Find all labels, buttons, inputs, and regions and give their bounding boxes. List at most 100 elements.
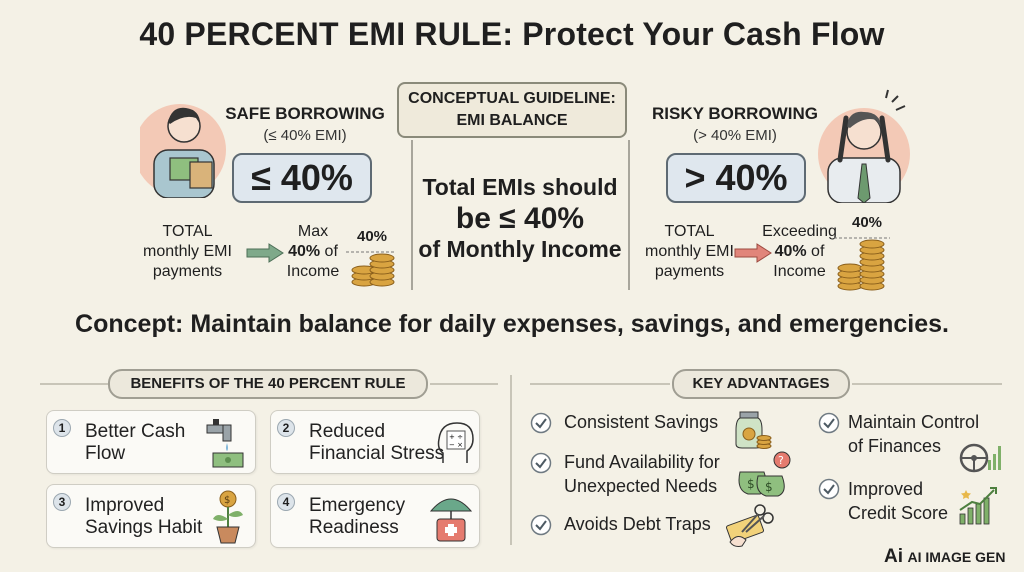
steering-chart-icon <box>958 438 1002 479</box>
check-icon <box>818 478 840 505</box>
benefit-text: Better Cash Flow <box>85 421 185 465</box>
advantage-fund-availability: Fund Availability for Unexpected Needs <box>564 450 720 498</box>
savings-jar-icon <box>732 400 772 455</box>
risky-flow-left-line2: monthly EMI <box>645 243 734 260</box>
benefit-text-line1: Improved <box>85 495 165 516</box>
safe-percent-pill: ≤ 40% <box>232 153 372 203</box>
risky-flow-left-line3: payments <box>654 263 725 280</box>
benefit-card-4: 4 Emergency Readiness <box>270 484 480 548</box>
brand-logo-mark: Ai <box>884 546 903 567</box>
left-divider <box>411 140 413 290</box>
benefit-text-line2: Financial Stress <box>309 443 445 464</box>
safe-coin-stack-icon <box>346 248 396 293</box>
risky-arrow-icon <box>733 243 773 268</box>
benefit-card-2: 2 Reduced Financial Stress + ÷ − × <box>270 410 480 474</box>
guideline-box: CONCEPTUAL GUIDELINE: EMI BALANCE <box>397 82 627 138</box>
benefit-text-line2: Savings Habit <box>85 517 203 538</box>
safe-subheading: (≤ 40% EMI) <box>263 127 347 144</box>
risky-flow-right-line3: Income <box>773 263 826 280</box>
advantage-maintain-control: Maintain Control of Finances <box>848 410 979 458</box>
benefits-rule-right <box>430 383 498 385</box>
risky-flow-left-line1: TOTAL <box>664 223 715 240</box>
benefit-text-line1: Reduced <box>309 421 386 442</box>
money-plant-icon: $ <box>207 489 249 550</box>
guideline-line1: CONCEPTUAL GUIDELINE: <box>408 90 616 107</box>
advantage-credit-score: Improved Credit Score <box>848 477 948 525</box>
check-icon <box>818 412 840 439</box>
advantages-heading: KEY ADVANTAGES <box>672 369 850 399</box>
right-divider <box>628 140 630 290</box>
safe-coin-label: 40% <box>357 228 388 245</box>
safe-flow-right: Max 40% of Income <box>282 222 344 282</box>
advantage-control-line1: Maintain Control <box>848 412 980 432</box>
safe-flow-left-line1: TOTAL <box>162 223 213 240</box>
benefits-heading: BENEFITS OF THE 40 PERCENT RULE <box>108 369 428 399</box>
risky-person-illustration <box>806 88 916 204</box>
svg-text:?: ? <box>778 454 784 467</box>
risky-coin-label: 40% <box>852 214 883 231</box>
money-bags-icon: $ $ ? <box>734 450 794 503</box>
guideline-line2: EMI BALANCE <box>456 112 568 129</box>
risky-subheading: (> 40% EMI) <box>693 127 777 144</box>
safe-arrow-icon <box>245 243 285 268</box>
scissors-card-icon <box>724 502 774 553</box>
benefit-text: Emergency Readiness <box>309 495 405 539</box>
page-title: 40 PERCENT EMI RULE: Protect Your Cash F… <box>139 16 885 52</box>
benefits-rule-left <box>40 383 108 385</box>
guideline-text-line2: be ≤ 40% <box>455 202 585 235</box>
safe-flow-left: TOTAL monthly EMI payments <box>130 222 245 282</box>
benefit-card-3: 3 Improved Savings Habit $ <box>46 484 256 548</box>
section-divider <box>510 375 512 545</box>
risky-coin-stack-icon <box>834 232 890 297</box>
safe-person-illustration <box>134 88 240 199</box>
benefit-number: 4 <box>277 493 295 511</box>
advantages-rule-right <box>852 383 1002 385</box>
risky-flow-right-bold: 40% <box>774 243 807 260</box>
advantages-rule-left <box>530 383 670 385</box>
head-calculator-icon: + ÷ − × <box>435 419 477 472</box>
risky-flow-right-line2: 40% of <box>757 242 842 262</box>
benefit-text-line2: Readiness <box>309 517 399 538</box>
svg-text:$: $ <box>747 477 755 491</box>
check-icon <box>530 452 552 479</box>
safe-heading: SAFE BORROWING <box>225 104 385 123</box>
safe-flow-right-line1: Max <box>297 223 329 240</box>
risky-flow-right: Exceeding 40% of Income <box>757 222 842 282</box>
risky-heading: RISKY BORROWING <box>652 104 818 123</box>
risky-flow-right-rest: of <box>806 243 825 260</box>
safe-flow-left-line3: payments <box>152 263 223 280</box>
risky-percent-pill: > 40% <box>666 153 806 203</box>
benefit-text: Improved Savings Habit <box>85 495 202 539</box>
advantage-fund-line2: Unexpected Needs <box>564 476 718 496</box>
benefit-number: 1 <box>53 419 71 437</box>
advantage-avoids-debt: Avoids Debt Traps <box>564 514 711 534</box>
benefit-card-1: 1 Better Cash Flow <box>46 410 256 474</box>
concept-statement: Concept: Maintain balance for daily expe… <box>75 310 949 338</box>
benefit-number: 3 <box>53 493 71 511</box>
benefit-text-line2: Flow <box>85 443 126 464</box>
growth-chart-icon <box>956 484 1000 531</box>
safe-flow-right-rest: of <box>320 243 338 260</box>
guideline-text: Total EMIs should be ≤ 40% of Monthly In… <box>414 172 626 265</box>
benefit-text-line1: Emergency <box>309 495 406 516</box>
safe-flow-right-line3: Income <box>286 263 340 280</box>
safe-flow-right-line2: 40% of <box>282 242 344 262</box>
svg-text:$: $ <box>765 480 773 494</box>
guideline-text-line1: Total EMIs should <box>422 174 618 200</box>
advantage-credit-line1: Improved <box>848 479 924 499</box>
advantage-fund-line1: Fund Availability for <box>564 452 720 472</box>
benefit-text-line1: Better Cash <box>85 421 186 442</box>
safe-flow-right-bold: 40% <box>288 243 321 260</box>
benefit-text: Reduced Financial Stress <box>309 421 444 465</box>
guideline-text-line3: of Monthly Income <box>418 236 622 262</box>
check-icon <box>530 514 552 541</box>
check-icon <box>530 412 552 439</box>
svg-text:+ ÷: + ÷ <box>449 433 463 441</box>
benefit-number: 2 <box>277 419 295 437</box>
faucet-money-icon <box>203 417 249 474</box>
brand-logo-text: AI IMAGE GEN <box>907 549 1006 565</box>
risky-flow-left: TOTAL monthly EMI payments <box>642 222 737 282</box>
umbrella-firstaid-icon <box>427 489 475 550</box>
advantage-consistent-savings: Consistent Savings <box>564 412 719 432</box>
safe-flow-left-line2: monthly EMI <box>143 243 232 260</box>
